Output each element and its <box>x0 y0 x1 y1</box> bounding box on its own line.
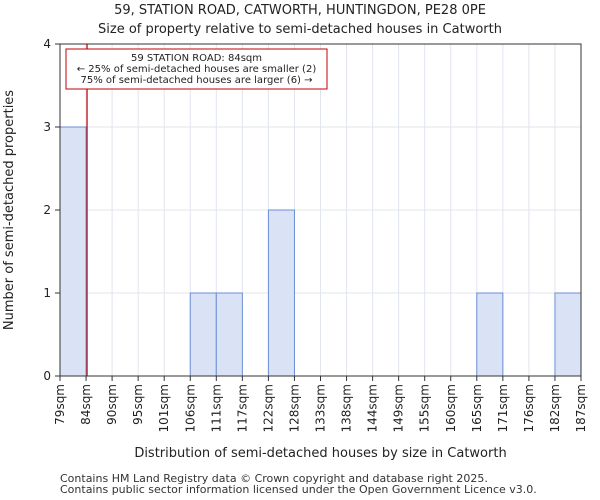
x-tick-label: 101sqm <box>157 384 171 432</box>
x-tick-label: 187sqm <box>574 384 588 432</box>
x-tick-label: 182sqm <box>548 384 562 432</box>
x-tick-label: 144sqm <box>366 384 380 432</box>
x-tick-label: 149sqm <box>392 384 406 432</box>
x-tick-label: 79sqm <box>53 384 67 425</box>
x-tick-label: 111sqm <box>209 384 223 432</box>
x-tick-label: 138sqm <box>340 384 354 432</box>
annotation-line: 75% of semi-detached houses are larger (… <box>80 75 312 86</box>
x-ticks: 79sqm 84sqm 90sqm 95sqm 101sqm 106sqm 111sqm 11… <box>53 376 588 432</box>
x-tick-label: 133sqm <box>314 384 328 432</box>
x-tick-label: 106sqm <box>183 384 197 432</box>
bars <box>59 126 582 377</box>
footer-line: Contains public sector information licen… <box>60 483 537 496</box>
x-tick-label: 95sqm <box>131 384 145 425</box>
annotation-line: ← 25% of semi-detached houses are smalle… <box>77 64 317 75</box>
histogram-bar <box>189 292 217 377</box>
x-tick-label: 117sqm <box>235 384 249 432</box>
chart-subtitle: Size of property relative to semi-detach… <box>98 22 502 37</box>
y-axis-label: Number of semi-detached properties <box>2 90 17 330</box>
x-tick-label: 155sqm <box>418 384 432 432</box>
y-tick-label: 0 <box>43 369 51 383</box>
x-tick-label: 160sqm <box>444 384 458 432</box>
annotation-line: 59 STATION ROAD: 84sqm <box>131 53 262 64</box>
histogram-bar <box>59 126 87 377</box>
y-ticks: 0 1 2 3 4 <box>43 37 60 383</box>
histogram-bar <box>215 292 243 377</box>
x-tick-label: 128sqm <box>287 384 301 432</box>
y-tick-label: 1 <box>43 286 51 300</box>
chart-title: 59, STATION ROAD, CATWORTH, HUNTINGDON, … <box>114 3 486 18</box>
footer-line: Contains HM Land Registry data © Crown c… <box>60 472 488 485</box>
x-tick-label: 165sqm <box>470 384 484 432</box>
x-tick-label: 90sqm <box>105 384 119 425</box>
histogram-bar <box>554 292 582 377</box>
annotation-box: 59 STATION ROAD: 84sqm ← 25% of semi-det… <box>65 48 328 90</box>
x-tick-label: 122sqm <box>261 384 275 432</box>
histogram-bar <box>267 209 295 377</box>
histogram-bar <box>476 292 504 377</box>
x-axis-label: Distribution of semi-detached houses by … <box>134 446 506 461</box>
y-tick-label: 2 <box>43 203 51 217</box>
footer: Contains HM Land Registry data © Crown c… <box>60 473 537 495</box>
annotation-frame <box>65 48 328 90</box>
x-tick-label: 176sqm <box>522 384 536 432</box>
x-tick-label: 171sqm <box>496 384 510 432</box>
y-tick-label: 4 <box>43 37 51 51</box>
x-tick-label: 84sqm <box>79 384 93 425</box>
y-tick-label: 3 <box>43 120 51 134</box>
